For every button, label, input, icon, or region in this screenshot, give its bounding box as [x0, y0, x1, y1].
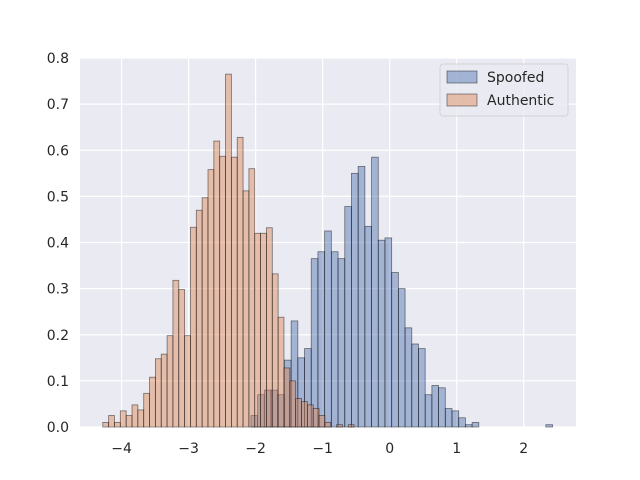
- bar-authentic: [295, 398, 302, 428]
- bar-authentic: [207, 169, 215, 428]
- bar-authentic: [336, 424, 343, 428]
- bar-spoofed: [371, 156, 379, 428]
- bar-authentic: [347, 424, 355, 428]
- bar-spoofed: [418, 348, 426, 428]
- legend-box: [439, 63, 569, 117]
- bar-authentic: [125, 415, 133, 428]
- bar-authentic: [324, 421, 332, 428]
- bar-spoofed: [391, 272, 399, 428]
- y-tick-label: 0.4: [47, 236, 69, 252]
- x-tick-label: 0: [385, 441, 394, 457]
- y-axis-ticks: 0.0 0.1 0.2 0.3 0.4 0.5 0.6 0.7 0.8: [47, 51, 69, 436]
- bar-authentic: [178, 289, 186, 428]
- bar-spoofed: [317, 251, 326, 428]
- bar-authentic: [242, 190, 250, 428]
- bar-authentic: [254, 232, 261, 428]
- bar-spoofed: [377, 239, 386, 428]
- x-tick-label: −3: [178, 441, 199, 457]
- bar-authentic: [149, 376, 156, 428]
- bar-authentic: [248, 168, 256, 428]
- bar-authentic: [172, 279, 180, 428]
- bar-spoofed: [344, 206, 352, 428]
- legend-swatch-authentic: [446, 93, 478, 107]
- bar-authentic: [190, 226, 197, 428]
- bar-authentic: [219, 155, 226, 428]
- bar-authentic: [301, 401, 308, 428]
- bar-spoofed: [431, 385, 439, 428]
- bar-authentic: [312, 408, 320, 428]
- y-tick-label: 0.7: [47, 97, 69, 113]
- legend-label-authentic: Authentic: [487, 93, 554, 109]
- bar-spoofed: [310, 258, 319, 428]
- bar-authentic: [119, 410, 127, 428]
- bar-spoofed: [545, 424, 553, 428]
- bar-spoofed: [465, 424, 473, 428]
- bar-authentic: [318, 415, 326, 428]
- legend: Spoofed Authentic: [439, 63, 569, 117]
- x-tick-label: −2: [245, 441, 266, 457]
- bar-spoofed: [397, 288, 406, 428]
- bar-authentic: [160, 353, 168, 428]
- y-tick-label: 0.6: [47, 143, 69, 159]
- y-tick-label: 0.0: [47, 420, 69, 436]
- bar-authentic: [236, 136, 244, 428]
- y-tick-label: 0.3: [47, 282, 69, 298]
- bar-authentic: [154, 358, 162, 428]
- bar-authentic: [225, 73, 232, 428]
- bar-authentic: [143, 392, 150, 428]
- bar-authentic: [131, 404, 139, 428]
- bar-spoofed: [364, 225, 372, 428]
- bar-spoofed: [438, 387, 446, 428]
- y-tick-label: 0.1: [47, 374, 69, 390]
- bar-authentic: [114, 421, 121, 428]
- y-tick-label: 0.5: [47, 189, 69, 205]
- bar-spoofed: [451, 410, 460, 428]
- legend-swatch-spoofed: [446, 70, 478, 84]
- x-tick-label: −1: [312, 441, 333, 457]
- bar-spoofed: [337, 258, 346, 428]
- bar-spoofed: [424, 394, 433, 428]
- x-axis-ticks: −4 −3 −2 −1 0 1 2: [111, 441, 528, 457]
- legend-label-spoofed: Spoofed: [487, 70, 544, 86]
- bar-spoofed: [458, 417, 466, 428]
- bar-authentic: [260, 232, 267, 428]
- bar-spoofed: [384, 237, 393, 428]
- bar-spoofed: [351, 172, 359, 428]
- bar-spoofed: [471, 421, 480, 428]
- bar-spoofed: [411, 343, 419, 428]
- bar-authentic: [306, 404, 314, 428]
- bar-spoofed: [357, 165, 366, 428]
- bar-authentic: [271, 273, 279, 428]
- bar-authentic: [166, 335, 174, 428]
- bar-authentic: [102, 421, 110, 428]
- bar-spoofed: [444, 408, 453, 428]
- bar-authentic: [266, 227, 273, 428]
- bar-spoofed: [404, 327, 413, 428]
- bar-authentic: [184, 335, 191, 428]
- bar-authentic: [283, 367, 291, 428]
- y-tick-label: 0.8: [47, 51, 69, 67]
- bar-authentic: [277, 316, 285, 428]
- bar-authentic: [289, 380, 297, 428]
- bar-authentic: [137, 409, 145, 428]
- bar-authentic: [201, 197, 209, 428]
- y-tick-label: 0.2: [47, 328, 69, 344]
- bar-authentic: [213, 140, 221, 428]
- bar-authentic: [195, 209, 203, 428]
- bar-spoofed: [324, 230, 332, 428]
- x-tick-label: −4: [111, 441, 132, 457]
- histogram-bars: [102, 73, 553, 428]
- bar-authentic: [230, 156, 238, 428]
- bar-authentic: [108, 415, 115, 428]
- x-tick-label: 2: [519, 441, 528, 457]
- bar-spoofed: [330, 251, 339, 428]
- x-tick-label: 1: [452, 441, 461, 457]
